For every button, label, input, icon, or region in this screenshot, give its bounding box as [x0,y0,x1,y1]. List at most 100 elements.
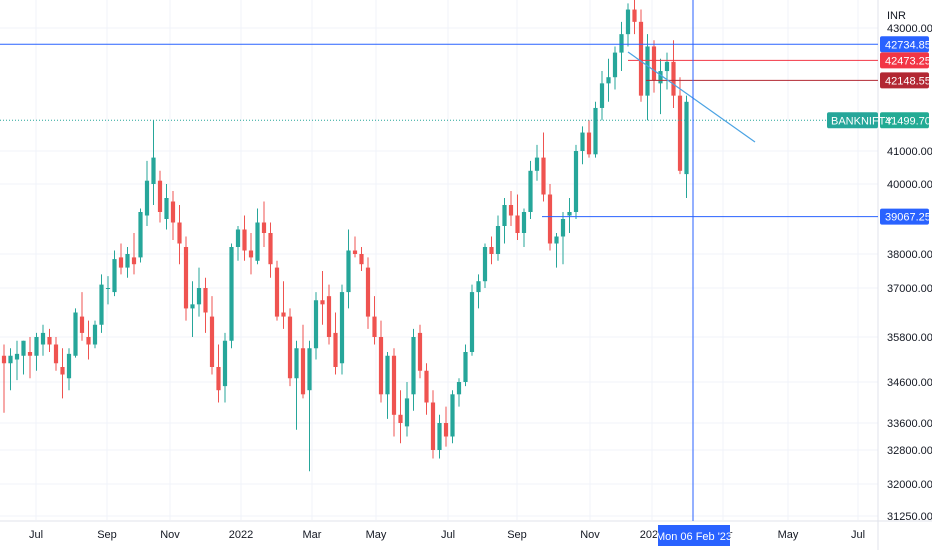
candle-body [164,198,169,219]
price-tick-label: 33600.00 [887,418,932,430]
candle-body [222,340,228,387]
time-axis[interactable]: JulSepNov2022MarMayJulSepNov2023MarMayJu… [29,529,865,541]
price-tick-label: 40000.00 [887,179,932,191]
candle [424,363,429,415]
price-tag-bg [880,208,929,225]
candle-body [437,423,442,450]
candle-body [625,9,631,35]
price-tags: 42734.85 42473.25 42148.55 41499.70 39067.25… [656,36,931,546]
candle-body [170,201,176,223]
candle-body [229,247,234,341]
candle [248,233,254,275]
candle-body [391,355,397,415]
symbol-tag-label: BANKNIFTY [831,115,893,127]
candle-body [599,83,605,108]
price-tag: 41499.70 [880,112,931,129]
price-tag: 39067.25 [880,208,931,225]
candle-body [151,157,156,184]
candle-body [398,414,403,423]
price-axis[interactable]: INR 43000.00 41000.00 40000.00 38000.00 3700… [887,10,932,523]
candle [547,184,553,251]
candle [112,250,117,297]
candle-body [671,61,676,96]
price-tag-label: 39067.25 [885,212,931,224]
candle-body [417,332,423,371]
candle-body [333,332,338,367]
trend-line[interactable] [627,51,756,143]
time-tick-label: Jul [441,529,455,541]
candle-body [560,219,566,237]
candle-body [118,257,124,268]
candle-body [619,34,624,53]
candle [593,101,598,158]
candle [339,284,345,375]
candle [619,21,624,72]
candle-series [1,0,689,472]
candle-body [8,355,13,364]
candle-body [430,402,436,450]
candle-body [313,300,319,349]
candle [183,236,189,321]
candle [27,337,33,379]
candle [671,40,676,108]
time-tick-label: Sep [507,529,527,541]
candle [274,260,280,321]
candle-body [528,170,533,212]
price-tag-label: 42473.25 [885,55,931,67]
candle [40,324,46,356]
candle [359,247,364,271]
candle-body [190,304,195,309]
candle [365,257,371,329]
candle-body [521,212,527,233]
candle-body [79,316,85,333]
price-tag-bg [880,52,929,69]
candle-body [573,151,579,212]
candle-body [235,229,241,247]
candle-body [404,398,410,427]
candle-body [287,316,293,379]
candle [573,144,579,219]
candle [131,233,137,275]
candle-body [456,382,462,395]
candle [437,414,442,459]
candle-body [645,46,650,96]
candle-body [14,353,20,360]
candle [599,71,605,121]
candle [645,34,650,121]
candle-body [677,95,683,171]
candle [417,324,423,379]
candle [606,58,611,102]
candle [209,296,215,375]
price-tick-label: 37000.00 [887,283,932,295]
candle-body [294,348,299,379]
currency-label: INR [887,10,906,22]
candle [463,344,468,387]
candle [320,271,325,325]
time-tick-label: May [778,529,799,541]
candle-body [463,352,468,382]
candle [625,3,631,47]
candle-body [242,229,247,251]
candle-body [339,292,345,364]
candle [151,120,156,205]
candle [79,292,85,341]
candle [482,243,488,288]
candle [528,160,533,219]
candle [658,58,663,115]
candle-body [112,259,117,293]
candle-body [534,157,540,171]
candle [307,340,312,472]
candle-body [196,288,202,305]
candle-body [40,332,46,345]
candle-body [489,247,494,254]
candle-body [300,348,306,395]
candle-body [307,348,312,391]
candle [47,328,52,352]
candle-body [268,233,273,265]
candle-body [378,337,384,395]
candle [222,332,228,403]
candle-body [352,250,358,254]
candle [261,201,267,247]
